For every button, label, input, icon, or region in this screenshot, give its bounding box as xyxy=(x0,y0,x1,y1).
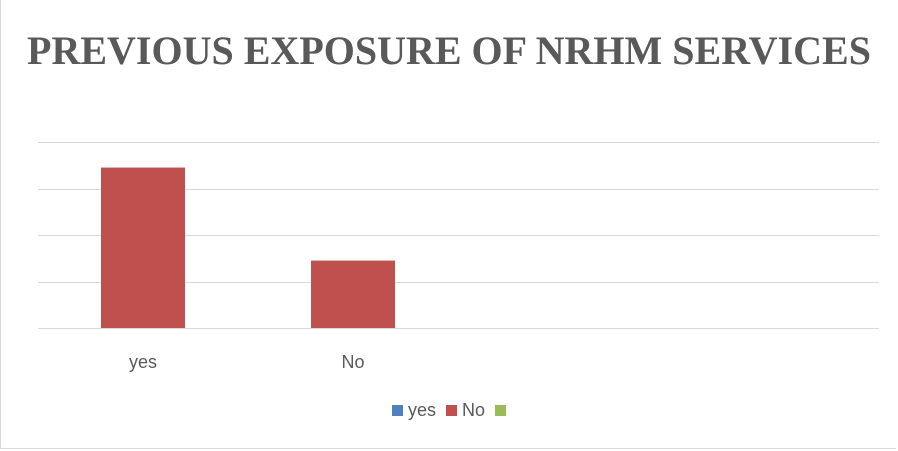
x-tick-label: yes xyxy=(129,352,157,372)
legend-swatch xyxy=(446,405,457,416)
legend-swatch xyxy=(391,405,403,416)
legend-item xyxy=(495,405,507,416)
bar-yes xyxy=(101,167,185,328)
legend-item: yes xyxy=(391,400,436,421)
x-tick-labels: yes No xyxy=(129,352,365,372)
legend-swatch xyxy=(495,405,507,416)
legend-label: No xyxy=(462,400,486,420)
chart-title: PREVIOUS EXPOSURE OF NRHM SERVICES xyxy=(27,28,871,73)
bar-series xyxy=(101,167,395,328)
legend: yes No xyxy=(0,400,898,421)
legend-label: yes xyxy=(407,400,436,420)
bar-no xyxy=(311,260,395,328)
x-tick-label: No xyxy=(341,352,364,372)
legend-item: No xyxy=(446,400,485,421)
